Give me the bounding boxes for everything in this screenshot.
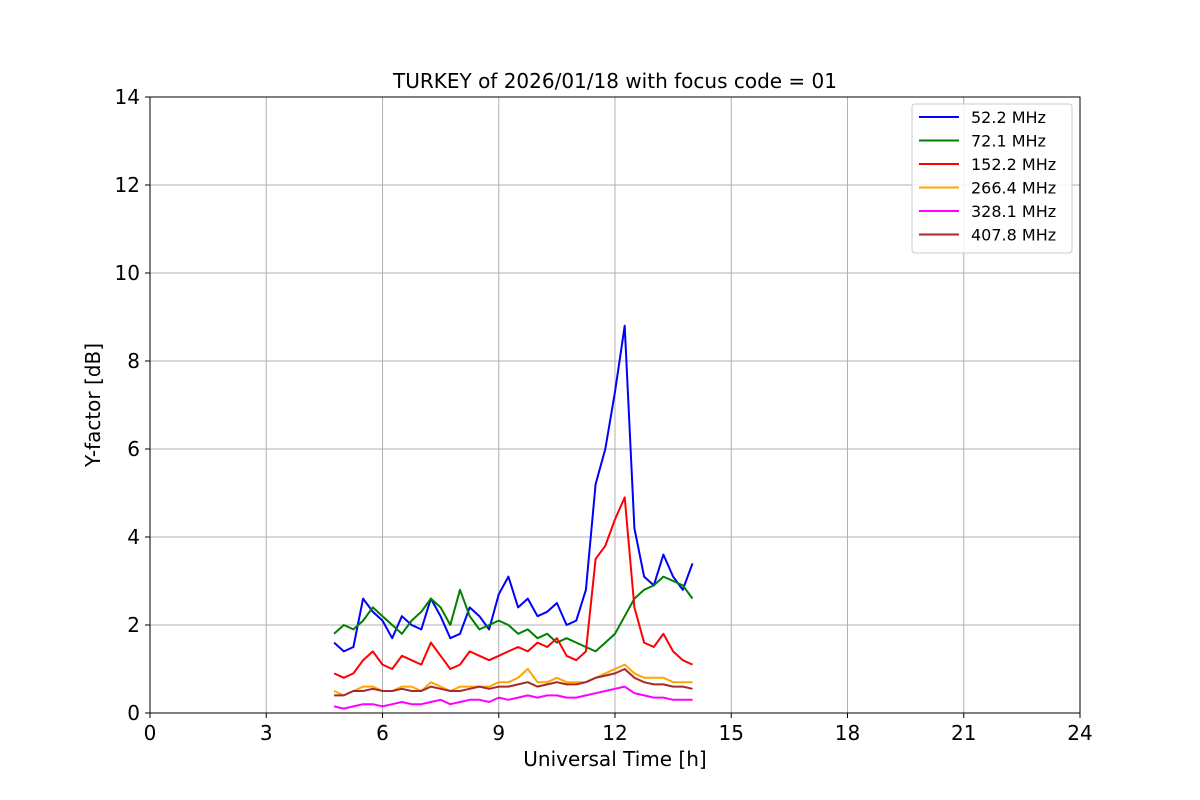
y-tick-label: 2: [127, 613, 140, 637]
x-tick-label: 9: [492, 721, 505, 745]
x-axis-label: Universal Time [h]: [523, 747, 706, 771]
y-tick-label: 0: [127, 701, 140, 725]
legend-label: 52.2 MHz: [971, 108, 1046, 127]
x-tick-label: 21: [951, 721, 976, 745]
series-line-4: [333, 685, 693, 710]
x-tick-label: 0: [144, 721, 157, 745]
x-tick-label: 12: [602, 721, 627, 745]
series-line-5: [334, 668, 693, 697]
legend-label: 328.1 MHz: [971, 202, 1056, 221]
legend-label: 152.2 MHz: [971, 155, 1056, 174]
y-tick-label: 8: [127, 349, 140, 373]
series-lines: [333, 324, 694, 710]
series-line-1: [333, 575, 694, 653]
series-line-0: [333, 324, 694, 653]
y-tick-label: 6: [127, 437, 140, 461]
legend-label: 72.1 MHz: [971, 132, 1046, 151]
y-tick-label: 14: [115, 85, 140, 109]
x-tick-label: 18: [835, 721, 860, 745]
legend: 52.2 MHz 72.1 MHz 152.2 MHz 266.4 MHz 328.1…: [911, 103, 1073, 254]
x-tick-label: 15: [719, 721, 744, 745]
y-axis-label: Y-factor [dB]: [81, 343, 105, 468]
y-tick-label: 12: [115, 173, 140, 197]
x-tick-label: 6: [376, 721, 389, 745]
y-tick-label: 10: [115, 261, 140, 285]
chart-title: TURKEY of 2026/01/18 with focus code = 0…: [392, 69, 837, 93]
y-tick-label: 4: [127, 525, 140, 549]
series-line-2: [333, 496, 693, 679]
legend-label: 407.8 MHz: [971, 226, 1056, 245]
x-tick-label: 24: [1067, 721, 1092, 745]
legend-label: 266.4 MHz: [971, 179, 1056, 198]
x-tick-label: 3: [260, 721, 273, 745]
